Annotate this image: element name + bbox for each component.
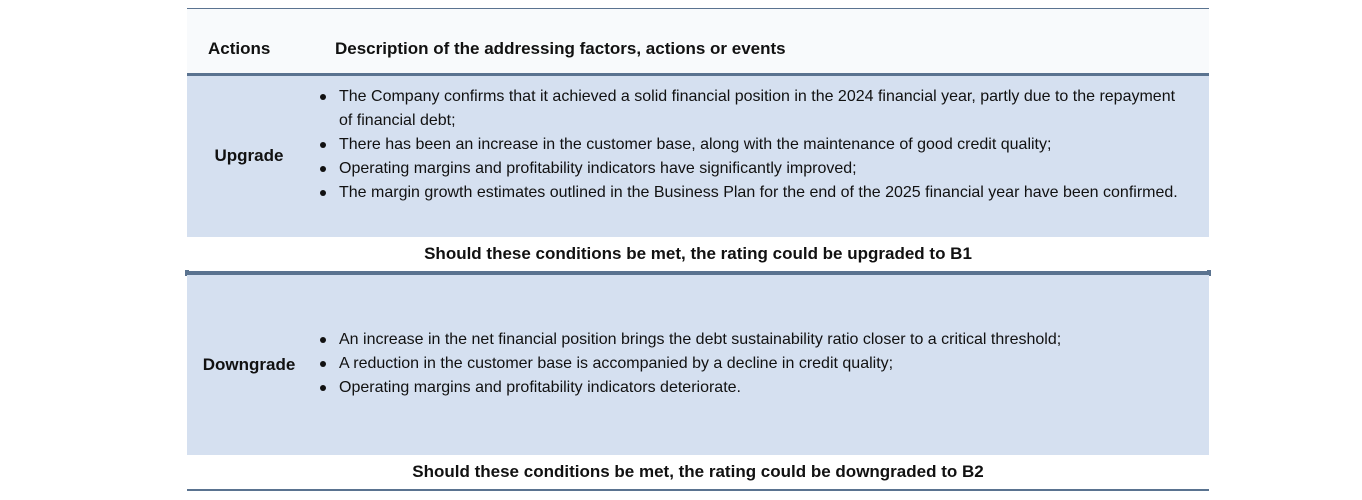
- downgrade-item-text: A reduction in the customer base is acco…: [339, 355, 894, 372]
- header-divider: [187, 73, 1209, 76]
- downgrade-list: An increase in the net financial positio…: [317, 328, 1187, 400]
- downgrade-label: Downgrade: [202, 355, 296, 374]
- bullet-icon: [320, 166, 326, 172]
- list-item: Operating margins and profitability indi…: [317, 157, 1187, 181]
- upgrade-item-text: There has been an increase in the custom…: [339, 136, 1052, 153]
- upgrade-conclusion: Should these conditions be met, the rati…: [187, 237, 1209, 271]
- upgrade-item-text: Operating margins and profitability indi…: [339, 160, 857, 177]
- bullet-icon: [320, 94, 326, 100]
- upgrade-label: Upgrade: [214, 146, 284, 165]
- downgrade-row: Downgrade An increase in the net financi…: [187, 275, 1209, 455]
- table-top-rule: [187, 8, 1209, 9]
- list-item: The margin growth estimates outlined in …: [317, 181, 1187, 205]
- upgrade-item-text: The margin growth estimates outlined in …: [339, 184, 1178, 201]
- upgrade-list: The Company confirms that it achieved a …: [317, 85, 1187, 205]
- upgrade-item-text: The Company confirms that it achieved a …: [339, 88, 1176, 129]
- downgrade-item-text: Operating margins and profitability indi…: [339, 379, 741, 396]
- divider-edge-right: [1207, 270, 1211, 276]
- list-item: There has been an increase in the custom…: [317, 133, 1187, 157]
- divider-edge-left: [185, 270, 189, 276]
- list-item: A reduction in the customer base is acco…: [317, 352, 1187, 376]
- upgrade-row: Upgrade The Company confirms that it ach…: [187, 76, 1209, 237]
- section-divider: [187, 271, 1209, 275]
- downgrade-item-text: An increase in the net financial positio…: [339, 331, 1062, 348]
- list-item: The Company confirms that it achieved a …: [317, 85, 1187, 133]
- bullet-icon: [320, 142, 326, 148]
- header-actions: Actions: [208, 39, 271, 58]
- bullet-icon: [320, 385, 326, 391]
- downgrade-conclusion: Should these conditions be met, the rati…: [187, 455, 1209, 489]
- bullet-icon: [320, 337, 326, 343]
- bullet-icon: [320, 361, 326, 367]
- bullet-icon: [320, 190, 326, 196]
- header-description: Description of the addressing factors, a…: [335, 39, 786, 58]
- table-bottom-rule: [187, 489, 1209, 491]
- list-item: An increase in the net financial positio…: [317, 328, 1187, 352]
- list-item: Operating margins and profitability indi…: [317, 376, 1187, 400]
- table-header: Actions Description of the addressing fa…: [187, 9, 1209, 73]
